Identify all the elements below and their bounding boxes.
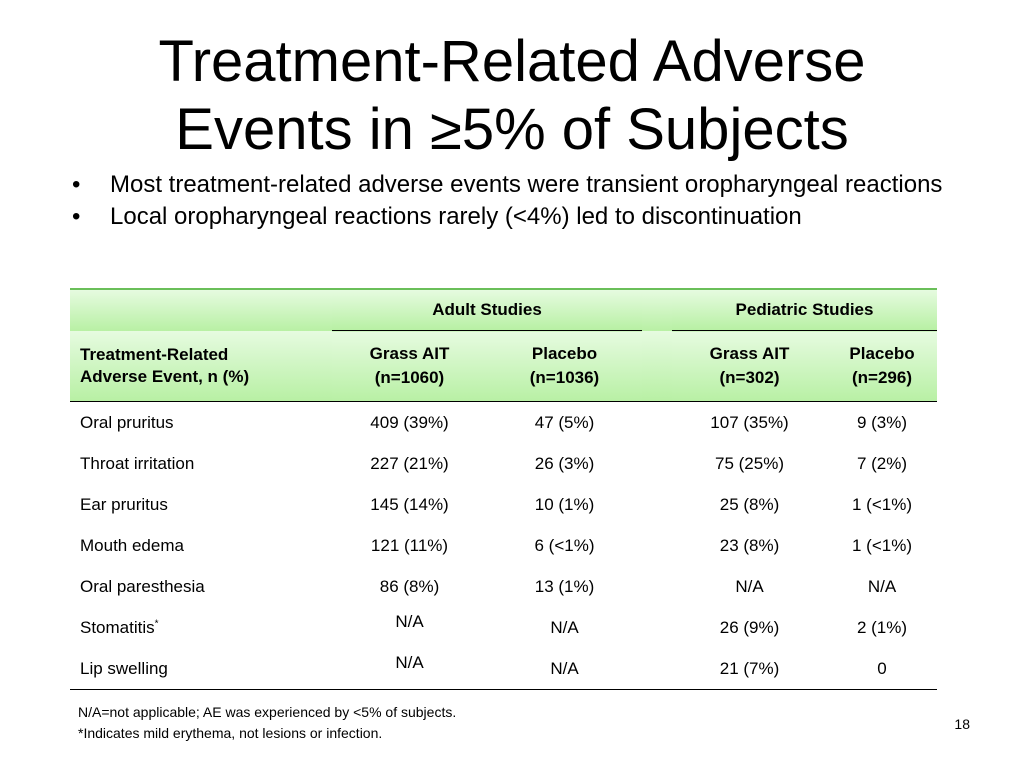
table-row: Mouth edema 121 (11%) 6 (<1%) 23 (8%) 1 … (70, 525, 937, 566)
bullet-item: • Local oropharyngeal reactions rarely (… (72, 204, 972, 230)
slide-title: Treatment-Related Adverse Events in ≥5% … (0, 28, 1024, 164)
value-cell: N/A (550, 617, 579, 637)
event-label: Ear pruritus (80, 494, 168, 514)
bullet-dot: • (72, 171, 81, 198)
column-n: (n=1060) (374, 368, 445, 387)
event-label: Lip swelling (80, 658, 168, 678)
gap-cell (642, 443, 672, 484)
value-cell: 47 (5%) (534, 412, 595, 432)
event-column-header: Treatment-Related Adverse Event, n (%) (70, 330, 332, 402)
value-cell: 86 (8%) (379, 576, 440, 596)
footnote-na: N/A=not applicable; AE was experienced b… (78, 704, 457, 720)
gap-cell (642, 484, 672, 525)
adverse-events-table-container: Adult Studies Pediatric Studies Treatmen… (70, 288, 937, 690)
event-cell: Oral pruritus (70, 402, 332, 444)
event-label: Stomatitis (80, 617, 155, 637)
gap-cell (642, 607, 672, 648)
group-header-empty (70, 288, 332, 331)
column-header-pediatric-placebo: Placebo (n=296) (827, 330, 937, 402)
event-cell: Throat irritation (70, 443, 332, 484)
value-cell: 26 (9%) (719, 617, 780, 637)
slide-number: 18 (954, 716, 970, 732)
bullet-text: Local oropharyngeal reactions rarely (<4… (110, 203, 802, 230)
column-header-adult-ait: Grass AIT (n=1060) (332, 330, 487, 402)
value-cell: 107 (35%) (710, 412, 789, 432)
table-row: Lip swelling N/A N/A 21 (7%) 0 (70, 648, 937, 690)
group-header-adult: Adult Studies (332, 288, 642, 331)
gap-cell (642, 402, 672, 444)
value-cell: 2 (1%) (856, 617, 908, 637)
value-text: N/A (395, 652, 424, 672)
table-row: Oral paresthesia 86 (8%) 13 (1%) N/A N/A (70, 566, 937, 607)
column-n: (n=302) (719, 368, 780, 387)
value-cell: 9 (3%) (856, 412, 908, 432)
value-cell: 21 (7%) (672, 648, 827, 690)
column-name: Placebo (849, 344, 915, 363)
value-cell: 10 (1%) (534, 494, 595, 514)
value-cell: N/A (867, 576, 897, 596)
value-cell: 26 (3%) (534, 453, 595, 473)
event-cell: Stomatitis* (70, 607, 332, 648)
bullet-dot: • (72, 203, 81, 230)
adverse-events-table: Adult Studies Pediatric Studies Treatmen… (70, 288, 937, 690)
bullet-item: • Most treatment-related adverse events … (72, 172, 972, 198)
gap-cell (642, 525, 672, 566)
value-cell: 1 (<1%) (852, 535, 912, 555)
column-header-adult-placebo: Placebo (n=1036) (487, 330, 642, 402)
value-cell: 227 (21%) (370, 453, 449, 473)
value-cell: 7 (2%) (856, 453, 908, 473)
event-cell: Ear pruritus (70, 484, 332, 525)
value-cell: 1 (<1%) (852, 494, 912, 514)
value-cell: N/A (332, 648, 487, 690)
bullet-text: Most treatment-related adverse events we… (110, 171, 943, 198)
column-n: (n=296) (852, 368, 912, 387)
event-cell: Mouth edema (70, 525, 332, 566)
value-cell: 6 (<1%) (534, 535, 595, 555)
value-cell: 0 (827, 648, 937, 690)
value-cell: 23 (8%) (719, 535, 780, 555)
value-cell: 75 (25%) (715, 453, 784, 473)
event-label: Oral paresthesia (80, 576, 205, 596)
value-cell: N/A (487, 648, 642, 690)
event-header-line-2: Adverse Event, n (%) (80, 366, 250, 386)
event-label: Mouth edema (80, 535, 184, 555)
column-name: Grass AIT (709, 344, 790, 363)
group-header-row: Adult Studies Pediatric Studies (70, 288, 937, 331)
group-header-pediatric: Pediatric Studies (672, 288, 937, 331)
column-header-pediatric-ait: Grass AIT (n=302) (672, 330, 827, 402)
title-line-1: Treatment-Related Adverse (158, 29, 866, 94)
table-row: Stomatitis* N/A N/A 26 (9%) 2 (1%) (70, 607, 937, 648)
event-label: Oral pruritus (80, 412, 174, 432)
table-row: Throat irritation 227 (21%) 26 (3%) 75 (… (70, 443, 937, 484)
value-cell: 145 (14%) (370, 494, 449, 514)
title-line-2: Events in ≥5% of Subjects (175, 97, 849, 162)
value-cell: 409 (39%) (370, 412, 449, 432)
table-row: Ear pruritus 145 (14%) 10 (1%) 25 (8%) 1… (70, 484, 937, 525)
footnotes: N/A=not applicable; AE was experienced b… (78, 702, 456, 744)
bullet-list: • Most treatment-related adverse events … (72, 172, 972, 236)
value-cell: 121 (11%) (370, 535, 449, 555)
event-cell: Lip swelling (70, 648, 332, 690)
event-label: Throat irritation (80, 453, 195, 473)
column-name: Grass AIT (369, 344, 450, 363)
event-cell: Oral paresthesia (70, 566, 332, 607)
gap-cell (642, 566, 672, 607)
value-cell: N/A (735, 576, 764, 596)
value-cell: 25 (8%) (719, 494, 780, 514)
group-header-gap (642, 288, 672, 331)
column-name: Placebo (531, 344, 598, 363)
table-row: Oral pruritus 409 (39%) 47 (5%) 107 (35%… (70, 402, 937, 444)
footnote-asterisk: *Indicates mild erythema, not lesions or… (78, 725, 383, 741)
event-header-line-1: Treatment-Related (80, 344, 229, 364)
value-text: N/A (395, 611, 424, 631)
column-n: (n=1036) (529, 368, 600, 387)
column-header-row: Treatment-Related Adverse Event, n (%) G… (70, 330, 937, 402)
value-cell: 13 (1%) (534, 576, 595, 596)
event-footnote-mark: * (154, 617, 159, 629)
column-header-gap (642, 330, 672, 402)
gap-cell (642, 648, 672, 690)
value-cell: N/A (332, 607, 487, 648)
